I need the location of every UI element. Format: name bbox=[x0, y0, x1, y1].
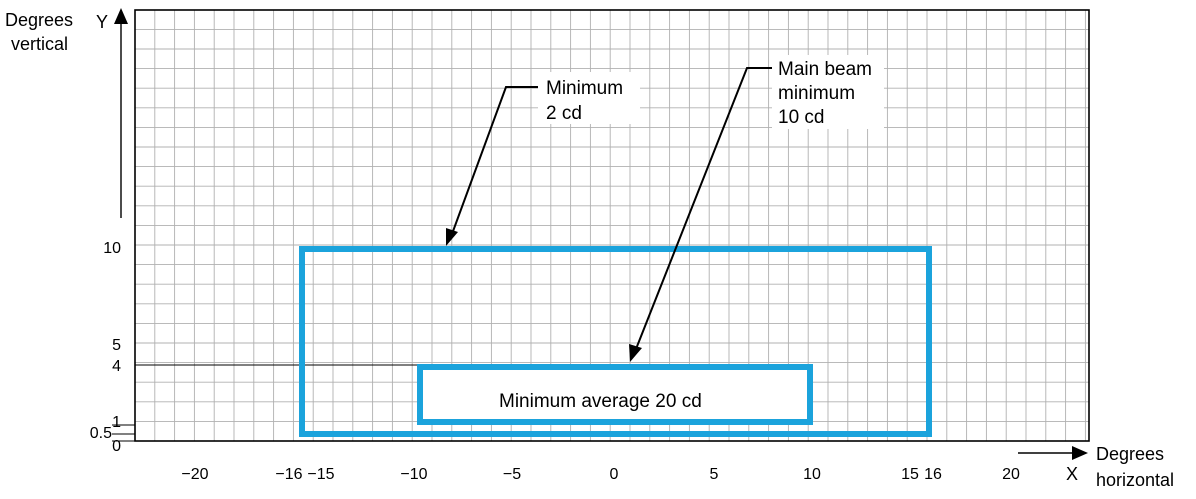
y-tick-label: 0 bbox=[112, 438, 121, 455]
y-tick-labels: 10 5 4 1 0.5 0 bbox=[90, 240, 121, 455]
callout-avg-bg bbox=[494, 386, 730, 414]
x-tick-labels: −20 −16 −15 −10 −5 0 5 10 15 16 20 bbox=[181, 466, 1020, 483]
leader-min2-arrowhead bbox=[446, 228, 458, 246]
leader-min2 bbox=[451, 86, 538, 235]
x-axis-title-line1: Degrees bbox=[1096, 444, 1164, 464]
callout-min2-line2: 2 cd bbox=[546, 103, 582, 124]
x-axis-letter: X bbox=[1066, 464, 1078, 484]
plot-frame bbox=[134, 9, 1090, 442]
y-axis-title-line1: Degrees bbox=[5, 10, 73, 30]
y-axis-arrowhead bbox=[114, 8, 128, 24]
x-tick-label: 5 bbox=[710, 466, 719, 483]
y-tick-label: 1 bbox=[112, 414, 121, 431]
outer-zone-box bbox=[299, 246, 932, 437]
leader-main bbox=[635, 67, 772, 350]
callout-min2-bg bbox=[538, 72, 640, 124]
callout-main-line3: 10 cd bbox=[778, 107, 824, 128]
x-tick-label: −15 bbox=[307, 466, 334, 483]
x-tick-label: −16 bbox=[275, 466, 302, 483]
y-tick-label: 0.5 bbox=[90, 425, 112, 442]
y-tick-label: 4 bbox=[112, 358, 121, 375]
x-tick-label: −5 bbox=[503, 466, 521, 483]
y-axis-letter: Y bbox=[96, 12, 108, 32]
x-tick-label: 10 bbox=[803, 466, 821, 483]
x-tick-label: 16 bbox=[924, 466, 942, 483]
x-tick-label: −20 bbox=[181, 466, 208, 483]
x-axis-title-line2: horizontal bbox=[1096, 470, 1174, 490]
callout-min2-line1: Minimum bbox=[546, 78, 623, 99]
x-tick-label: 0 bbox=[610, 466, 619, 483]
y-axis-title-line2: vertical bbox=[11, 34, 68, 54]
leader-main-arrowhead bbox=[629, 344, 642, 362]
x-tick-label: −10 bbox=[400, 466, 427, 483]
callout-main-bg bbox=[772, 55, 884, 129]
callout-main-line1: Main beam bbox=[778, 59, 872, 80]
y-tick-label: 5 bbox=[112, 337, 121, 354]
callout-main-line2: minimum bbox=[778, 83, 855, 104]
x-axis-arrowhead bbox=[1072, 446, 1088, 460]
x-tick-label: 15 bbox=[901, 466, 919, 483]
callout-avg-label: Minimum average 20 cd bbox=[499, 391, 702, 412]
x-tick-label: 20 bbox=[1002, 466, 1020, 483]
y-tick-label: 10 bbox=[103, 240, 121, 257]
